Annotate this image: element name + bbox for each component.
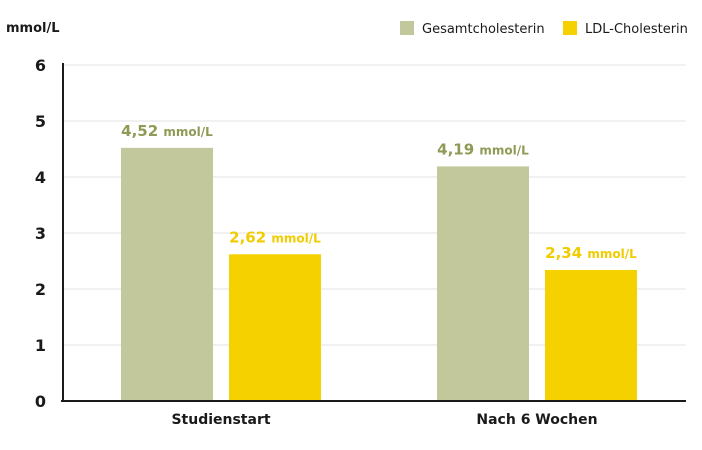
y-tick-label: 3 (35, 224, 46, 243)
y-tick-label: 1 (35, 336, 46, 355)
legend-label-gesamtcholesterin: Gesamtcholesterin (422, 22, 545, 37)
data-label-gesamtcholesterin: 4,19 mmol/L (437, 140, 529, 158)
y-tick-label: 5 (35, 112, 46, 131)
data-label-ldl-cholesterin: 2,34 mmol/L (545, 244, 637, 262)
bar-ldl-cholesterin (229, 254, 321, 401)
bar-gesamtcholesterin (437, 166, 529, 401)
bar-ldl-cholesterin (545, 269, 637, 401)
axes: 0 1 2 3 4 5 6 Studienstart Nach 6 Wochen (35, 56, 686, 428)
bars (121, 147, 637, 401)
y-tick-label: 4 (35, 168, 46, 187)
bar-gesamtcholesterin (121, 147, 213, 401)
y-axis-unit-label: mmol/L (6, 21, 60, 36)
y-tick-label: 2 (35, 280, 46, 299)
data-label-ldl-cholesterin: 2,62 mmol/L (229, 228, 321, 246)
legend-swatch-gesamtcholesterin (400, 21, 414, 35)
data-label-gesamtcholesterin: 4,52 mmol/L (121, 122, 213, 140)
data-labels: 4,52 mmol/L 2,62 mmol/L 4,19 mmol/L 2,34 mm… (121, 122, 637, 262)
legend: Gesamtcholesterin LDL-Cholesterin (400, 21, 688, 37)
legend-swatch-ldl-cholesterin (563, 21, 577, 35)
x-category-label: Nach 6 Wochen (476, 412, 597, 428)
x-category-label: Studienstart (171, 412, 270, 428)
y-tick-label: 0 (35, 392, 46, 411)
y-tick-label: 6 (35, 56, 46, 75)
legend-label-ldl-cholesterin: LDL-Cholesterin (585, 22, 688, 37)
